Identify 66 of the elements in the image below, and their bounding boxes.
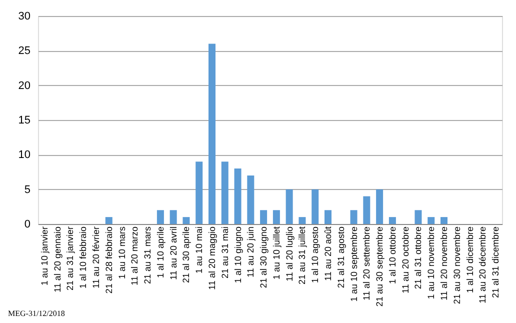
y-tick-label: 15 xyxy=(18,114,30,126)
bar xyxy=(182,217,190,224)
text: MEG-31/12/2018 xyxy=(8,309,65,318)
x-tick-label: 11 au 20 août xyxy=(323,226,333,281)
bar xyxy=(272,210,280,224)
x-tick-label: 21 al 31 dicembre xyxy=(490,226,501,298)
x-tick-label: 1 au 10 mai xyxy=(194,226,204,274)
x-tick-label: 11 al 20 maggio xyxy=(207,226,217,290)
x-tick-label: 21 al 30 giugno xyxy=(258,226,269,288)
x-tick-label: 21 au 31 mars xyxy=(142,226,153,284)
x-tick-label: 1 al 10 febbraio xyxy=(78,226,88,289)
x-tick-label: 11 au 20 février xyxy=(91,226,101,288)
x-tick-label: 1 au 10 mars xyxy=(116,226,127,280)
x-tick-label: 21 au 31 janvier xyxy=(65,226,76,291)
x-tick-label: 21 al 31 ottobre xyxy=(413,226,424,290)
x-tick-label: 1 au 10 septembre xyxy=(348,226,359,302)
x-tick-label: 21 al 31 agosto xyxy=(336,226,346,288)
bar xyxy=(428,217,435,224)
x-tick-label: 1 au 10 janvier xyxy=(39,226,50,286)
bar xyxy=(208,44,216,224)
y-tick-label: 20 xyxy=(18,80,30,92)
x-tick-label: 1 au 10 juillet xyxy=(271,226,282,280)
bar xyxy=(298,217,306,224)
bar xyxy=(221,162,228,224)
x-tick-label: 21 au 30 novembre xyxy=(452,226,462,304)
x-tick-label: 21 au 30 septembre xyxy=(374,226,385,307)
x-tick-label: 11 al 20 gennaio xyxy=(52,226,62,292)
x-tick-label: 1 al 10 dicembre xyxy=(464,226,475,294)
bar xyxy=(234,168,242,224)
bar xyxy=(312,189,319,224)
x-tick-label: 21 au 31 mai xyxy=(220,226,230,279)
bar xyxy=(324,210,332,224)
x-tick-label: 11 au 20 octobre xyxy=(400,226,410,294)
bar xyxy=(440,217,448,224)
bar xyxy=(350,210,358,224)
x-tick-label: 1 al 10 agosto xyxy=(310,226,320,284)
x-tick-label: 21 au 31 juillet xyxy=(297,226,308,285)
x-tick-label: 11 al 20 novembre xyxy=(439,226,449,300)
x-tick-label: 1 au 10 novembre xyxy=(426,226,436,300)
y-tick-label: 5 xyxy=(24,184,30,196)
bar xyxy=(196,162,203,224)
y-tick-label: 30 xyxy=(18,10,30,22)
x-tick-label: 11 al 20 settembre xyxy=(362,226,372,300)
y-tick-label: 10 xyxy=(18,149,30,162)
bar xyxy=(414,210,422,224)
bar xyxy=(286,189,293,224)
x-tick-label: 11 al 20 marzo xyxy=(130,226,140,286)
x-tick-label: 21 al 30 aprile xyxy=(181,226,192,284)
bar xyxy=(376,189,384,224)
x-tick-label: 21 al 28 febbraio xyxy=(104,226,114,294)
bar xyxy=(105,217,112,224)
x-tick-label: 11 al 20 luglio xyxy=(284,226,294,282)
x-tick-label: 11 au 20 décembre xyxy=(478,226,488,304)
bar xyxy=(156,210,164,224)
x-tick-label: 1 al 10 aprile xyxy=(155,226,166,278)
bar xyxy=(260,210,268,224)
x-tick-label: 11 au 20 avril xyxy=(168,226,178,280)
x-tick-label: 11 au 20 juin xyxy=(246,226,256,278)
y-tick-label: 0 xyxy=(24,218,30,230)
x-tick-label: 1 al 10 ottobre xyxy=(387,226,398,284)
bar xyxy=(170,210,177,224)
bar xyxy=(388,217,396,224)
x-tick-label: 1 al 10 giugno xyxy=(232,226,243,284)
bar xyxy=(363,196,370,224)
y-tick-label: 25 xyxy=(18,45,30,58)
bar xyxy=(247,175,254,224)
